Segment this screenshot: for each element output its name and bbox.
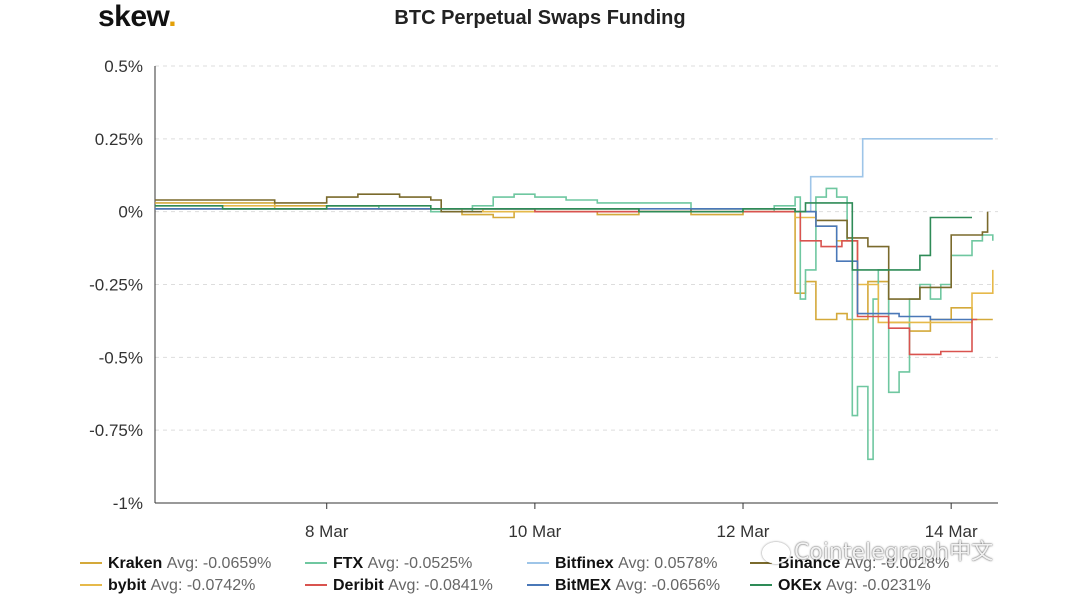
legend-series-avg: Avg: -0.0659% xyxy=(166,555,272,572)
legend-series-avg: Avg: -0.0525% xyxy=(367,555,473,572)
legend-swatch xyxy=(305,583,327,586)
legend-swatch xyxy=(305,561,327,564)
series-line-binance xyxy=(155,193,989,300)
legend-series-avg: Avg: -0.0841% xyxy=(388,577,493,594)
y-tick-label: 0.5% xyxy=(104,57,143,76)
x-tick-label: 12 Mar xyxy=(717,522,770,541)
legend-series-avg: Avg: -0.0742% xyxy=(150,577,256,594)
series-line-deribit xyxy=(155,208,978,356)
legend-series-name: Binance xyxy=(778,555,845,572)
legend-series-avg: Avg: 0.0578% xyxy=(618,555,718,572)
legend-series-name: BitMEX xyxy=(555,577,616,594)
series-line-kraken xyxy=(155,202,993,332)
legend-swatch xyxy=(527,583,549,586)
y-tick-label: -0.25% xyxy=(89,276,143,295)
x-tick-label: 10 Mar xyxy=(508,522,561,541)
legend-item-binance[interactable]: Binance Avg: -0.0028% xyxy=(750,553,949,575)
legend-series-name: bybit xyxy=(108,577,151,594)
y-tick-label: 0.25% xyxy=(95,130,143,149)
legend-item-okex[interactable]: OKEx Avg: -0.0231% xyxy=(750,575,931,597)
y-tick-label: 0% xyxy=(118,203,143,222)
legend-item-kraken[interactable]: Kraken Avg: -0.0659% xyxy=(80,553,271,575)
legend-item-bybit[interactable]: bybit Avg: -0.0742% xyxy=(80,575,255,597)
series-line-ftx xyxy=(155,187,994,461)
chart-legend: Kraken Avg: -0.0659% FTX Avg: -0.0525% Bit… xyxy=(0,553,1080,603)
series-line-bitmex xyxy=(155,208,972,321)
series-line-okex xyxy=(155,202,972,271)
legend-item-ftx[interactable]: FTX Avg: -0.0525% xyxy=(305,553,472,575)
legend-item-deribit[interactable]: Deribit Avg: -0.0841% xyxy=(305,575,493,597)
chart-title: BTC Perpetual Swaps Funding xyxy=(394,7,686,29)
legend-item-bitfinex[interactable]: Bitfinex Avg: 0.0578% xyxy=(527,553,717,575)
x-tick-label: 8 Mar xyxy=(305,522,349,541)
legend-series-name: FTX xyxy=(333,555,368,572)
legend-series-avg: Avg: -0.0028% xyxy=(844,555,950,572)
skew-logo: skew. xyxy=(98,0,177,33)
legend-series-name: Kraken xyxy=(108,555,167,572)
legend-swatch xyxy=(527,561,549,564)
legend-item-bitmex[interactable]: BitMEX Avg: -0.0656% xyxy=(527,575,720,597)
legend-series-name: OKEx xyxy=(778,577,827,594)
legend-series-avg: Avg: -0.0231% xyxy=(826,577,931,594)
y-tick-label: -0.75% xyxy=(89,421,143,440)
wechat-icon xyxy=(762,542,790,564)
legend-series-name: Deribit xyxy=(333,577,389,594)
legend-series-avg: Avg: -0.0656% xyxy=(615,577,721,594)
legend-swatch xyxy=(750,561,772,564)
y-tick-label: -0.5% xyxy=(99,348,143,367)
y-tick-label: -1% xyxy=(113,494,143,513)
x-tick-label: 14 Mar xyxy=(925,522,978,541)
watermark: Cointelegraph中文 xyxy=(762,534,993,566)
legend-series-name: Bitfinex xyxy=(555,555,619,572)
legend-swatch xyxy=(80,583,102,586)
legend-swatch xyxy=(750,583,772,586)
legend-swatch xyxy=(80,561,102,564)
